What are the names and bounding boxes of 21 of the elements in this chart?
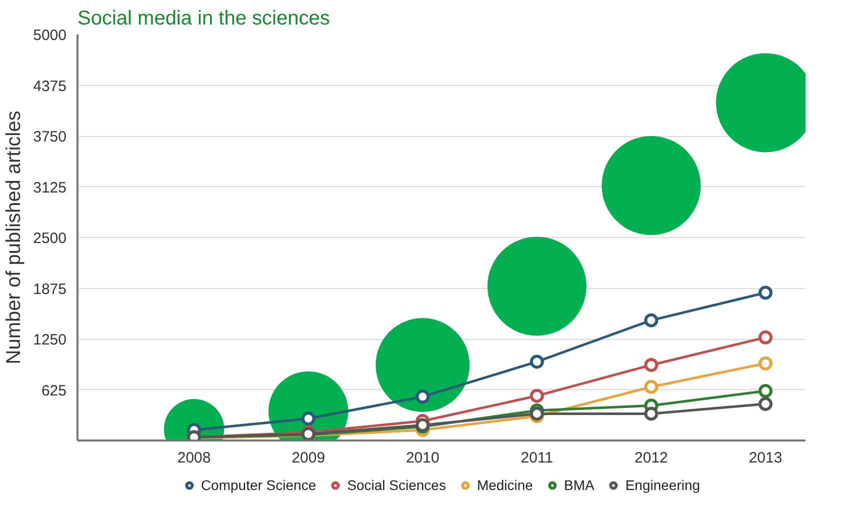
y-tick-label: 3125 — [33, 179, 67, 196]
legend-label: Engineering — [625, 477, 700, 493]
x-tick-label: 2010 — [406, 450, 440, 466]
x-tick-label: 2008 — [177, 450, 211, 466]
y-tick-label: 2500 — [33, 230, 67, 247]
x-tick-label: 2012 — [634, 450, 668, 466]
legend-label: Medicine — [476, 477, 533, 493]
y-tick-label: 1875 — [33, 280, 67, 298]
legend-label: Social Sciences — [347, 477, 446, 493]
y-axis-title: Number of published articles — [3, 110, 26, 364]
y-tick-label: 3750 — [33, 128, 67, 146]
legend-label: Computer Science — [200, 477, 316, 493]
x-tick-label: 2013 — [748, 450, 782, 466]
chart-title: Social media in the sciences — [78, 8, 330, 30]
x-tick-label: 2011 — [520, 450, 554, 466]
legend-label: BMA — [564, 477, 594, 493]
x-tick-label: 2009 — [292, 450, 326, 466]
y-tick-label: 1250 — [33, 332, 67, 348]
y-tick-label: 625 — [41, 382, 67, 400]
y-tick-label: 5000 — [33, 27, 67, 44]
y-tick-label: 4375 — [33, 78, 67, 95]
